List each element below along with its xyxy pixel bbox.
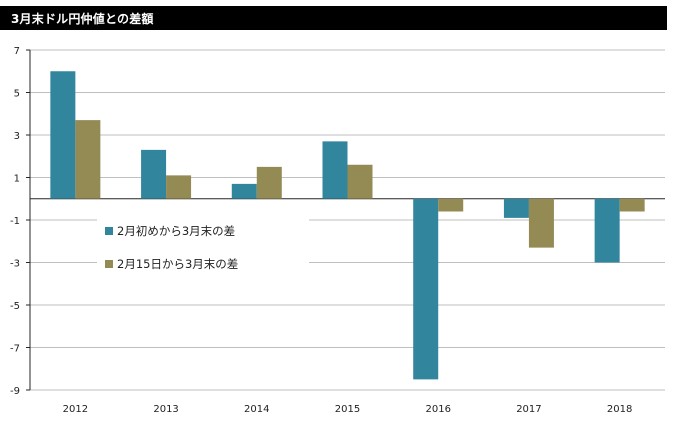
x-tick-label: 2013 bbox=[153, 404, 178, 415]
y-tick-label: 7 bbox=[14, 46, 20, 57]
bar-2014-series-2 bbox=[256, 166, 282, 199]
legend-label: 2月15日から3月末の差 bbox=[117, 257, 238, 271]
x-tick-label: 2012 bbox=[63, 404, 88, 415]
bar-2017-series-1 bbox=[503, 198, 529, 218]
bar-2018-series-2 bbox=[619, 198, 645, 212]
bars bbox=[50, 71, 645, 380]
bar-2014-series-1 bbox=[231, 183, 257, 199]
y-tick-label: -1 bbox=[10, 216, 20, 227]
legend-swatch bbox=[105, 260, 113, 268]
bar-2013-series-1 bbox=[141, 149, 167, 199]
legend: 2月初めから3月末の差 2月15日から3月末の差 bbox=[97, 210, 309, 286]
x-tick-label: 2014 bbox=[244, 404, 269, 415]
y-tick-label: 1 bbox=[14, 174, 20, 185]
y-tick-labels: 7 5 3 1 -1 -3 -5 -7 -9 bbox=[10, 46, 20, 397]
bar-2012-series-1 bbox=[50, 71, 76, 199]
bar-2013-series-2 bbox=[166, 175, 192, 199]
y-tick-label: -7 bbox=[10, 344, 20, 355]
bar-2017-series-2 bbox=[528, 198, 554, 248]
bar-2015-series-2 bbox=[347, 164, 373, 199]
x-tick-label: 2016 bbox=[425, 404, 450, 415]
bar-2016-series-2 bbox=[438, 198, 464, 212]
legend-label: 2月初めから3月末の差 bbox=[117, 224, 235, 238]
y-tick-label: -9 bbox=[10, 386, 20, 397]
y-tick-label: 5 bbox=[14, 89, 20, 100]
y-tick-label: -5 bbox=[10, 301, 20, 312]
legend-box bbox=[97, 210, 309, 286]
bar-2018-series-1 bbox=[594, 198, 620, 263]
x-tick-label: 2017 bbox=[516, 404, 541, 415]
bar-2012-series-2 bbox=[75, 120, 101, 199]
bar-2015-series-1 bbox=[322, 141, 348, 199]
x-tick-label: 2015 bbox=[335, 404, 360, 415]
x-tick-labels: 2012 2013 2014 2015 2016 2017 2018 bbox=[63, 404, 633, 415]
x-tick-label: 2018 bbox=[607, 404, 632, 415]
bar-2016-series-1 bbox=[413, 198, 439, 380]
chart-title-bar: 3月末ドル円仲値との差額 bbox=[0, 6, 667, 30]
y-tick-label: -3 bbox=[10, 259, 20, 270]
chart-title: 3月末ドル円仲値との差額 bbox=[11, 12, 154, 26]
legend-swatch bbox=[105, 227, 113, 235]
y-tick-label: 3 bbox=[14, 131, 20, 142]
